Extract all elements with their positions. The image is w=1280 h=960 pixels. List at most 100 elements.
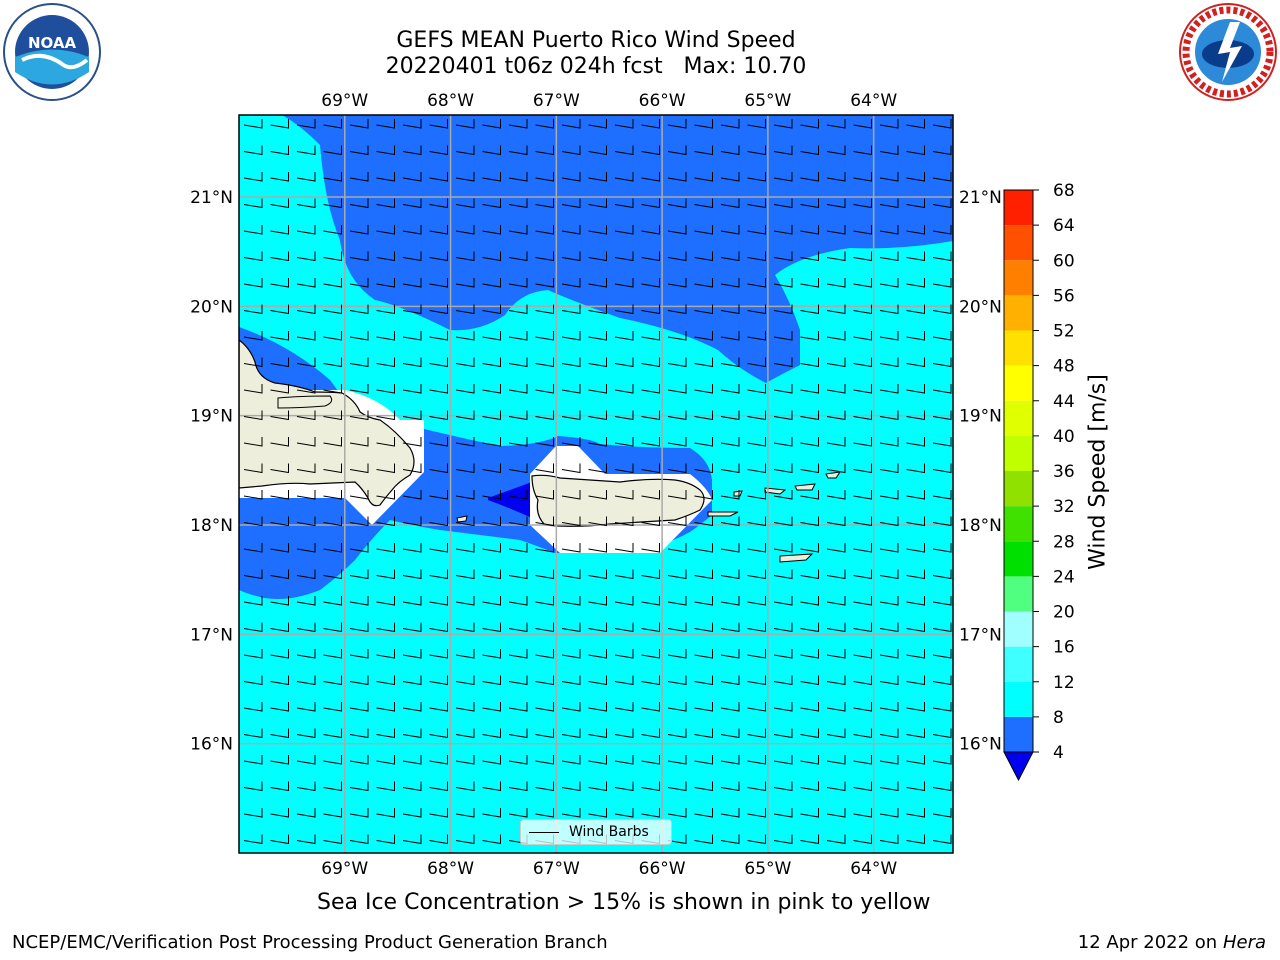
wind-barb [800, 569, 819, 580]
wind-barb [641, 331, 660, 341]
wind-barb [906, 384, 925, 394]
wind-barb [535, 331, 554, 341]
colorbar-segment [1004, 190, 1033, 226]
wind-barb [747, 145, 766, 156]
wind-barb [508, 596, 528, 606]
lon-label-bottom: 68°W [427, 859, 474, 879]
wind-barb [402, 463, 422, 474]
wind-barb [243, 198, 263, 209]
wind-barb [296, 410, 316, 421]
wind-barb [614, 119, 634, 129]
wind-barb [667, 728, 687, 739]
wind-barb [853, 622, 872, 633]
wind-barb [773, 490, 793, 500]
wind-barb [270, 225, 289, 235]
land-puerto-rico [531, 474, 705, 527]
wind-barb [667, 145, 687, 156]
colorbar-tick-label: 48 [1053, 357, 1075, 377]
wind-barb [535, 304, 554, 315]
wind-barb [561, 596, 581, 606]
wind-barb [694, 410, 713, 421]
wind-barb [720, 437, 740, 447]
wind-barb [720, 569, 740, 580]
noaa-text: NOAA [28, 34, 77, 52]
wind-barb [376, 278, 395, 288]
wind-barb [561, 357, 581, 368]
wind-barb [932, 172, 952, 182]
wind-barb [906, 410, 925, 421]
wind-barb [455, 675, 475, 686]
wind-barb [296, 834, 316, 845]
wind-barb [667, 622, 687, 633]
wind-barb [376, 543, 395, 553]
wind-barb [349, 516, 369, 527]
wind-barb [879, 675, 899, 686]
wind-barb [800, 357, 819, 368]
wind-barb [482, 702, 501, 712]
wind-barb [879, 251, 899, 262]
wind-barb [349, 225, 369, 235]
wind-barb [429, 596, 448, 606]
lat-label-right: 18°N [959, 516, 1002, 536]
wind-barb [720, 728, 740, 739]
wind-barb [773, 596, 793, 606]
wind-barb [243, 437, 263, 447]
wind-barb [455, 357, 475, 368]
wind-barb [296, 702, 316, 712]
wind-barb [906, 198, 925, 209]
wind-barb [826, 172, 846, 182]
wind-barb [667, 225, 687, 235]
wind-barb [243, 702, 263, 712]
footer-date: 12 Apr 2022 on Hera [1078, 932, 1266, 953]
wind-barb [323, 808, 342, 818]
wind-barb [800, 834, 819, 845]
wind-barb [429, 622, 448, 633]
wind-barb [641, 569, 660, 580]
wind-barb [535, 516, 554, 527]
wind-barb [826, 225, 846, 235]
wind-barb [296, 543, 316, 553]
wind-barb [296, 225, 316, 235]
colorbar-tick-label: 44 [1053, 392, 1075, 412]
wind-barb [773, 516, 793, 527]
wind-barb [932, 755, 952, 765]
colorbar-segment [1004, 260, 1033, 296]
wind-barb [826, 251, 846, 262]
wind-barb [349, 569, 369, 580]
wind-barb [667, 384, 687, 394]
wind-barb [296, 596, 316, 606]
wind-barb [906, 119, 925, 129]
wind-barb [800, 172, 819, 182]
wind-barb [720, 172, 740, 182]
wind-barb [588, 278, 607, 288]
wind-barb [826, 649, 846, 659]
wind-barb [906, 357, 925, 368]
wind-barb [270, 702, 289, 712]
wind-barb [694, 278, 713, 288]
wind-barb [243, 225, 263, 235]
wind-barb [243, 357, 263, 368]
wind-barb [879, 410, 899, 421]
wind-barb [853, 543, 872, 553]
wind-barb [349, 410, 369, 421]
wind-barb [349, 622, 369, 633]
lon-label-bottom: 69°W [321, 859, 368, 879]
wind-barb [614, 808, 634, 818]
wind-barb [614, 543, 634, 553]
colorbar-segment [1004, 506, 1033, 542]
wind-barb [694, 834, 713, 845]
wind-barb [800, 225, 819, 235]
wind-barb [667, 251, 687, 262]
wind-barb [508, 755, 528, 765]
wind-barb [296, 649, 316, 659]
wind-barb [588, 675, 607, 686]
wind-barb [561, 278, 581, 288]
wind-barb [800, 304, 819, 315]
wind-barb [455, 331, 475, 341]
chart-title-line1: GEFS MEAN Puerto Rico Wind Speed [396, 28, 796, 53]
wind-barb [614, 728, 634, 739]
wind-barb [747, 225, 766, 235]
wind-barb [508, 225, 528, 235]
wind-barb [402, 172, 422, 182]
lat-label-left: 19°N [190, 407, 233, 427]
